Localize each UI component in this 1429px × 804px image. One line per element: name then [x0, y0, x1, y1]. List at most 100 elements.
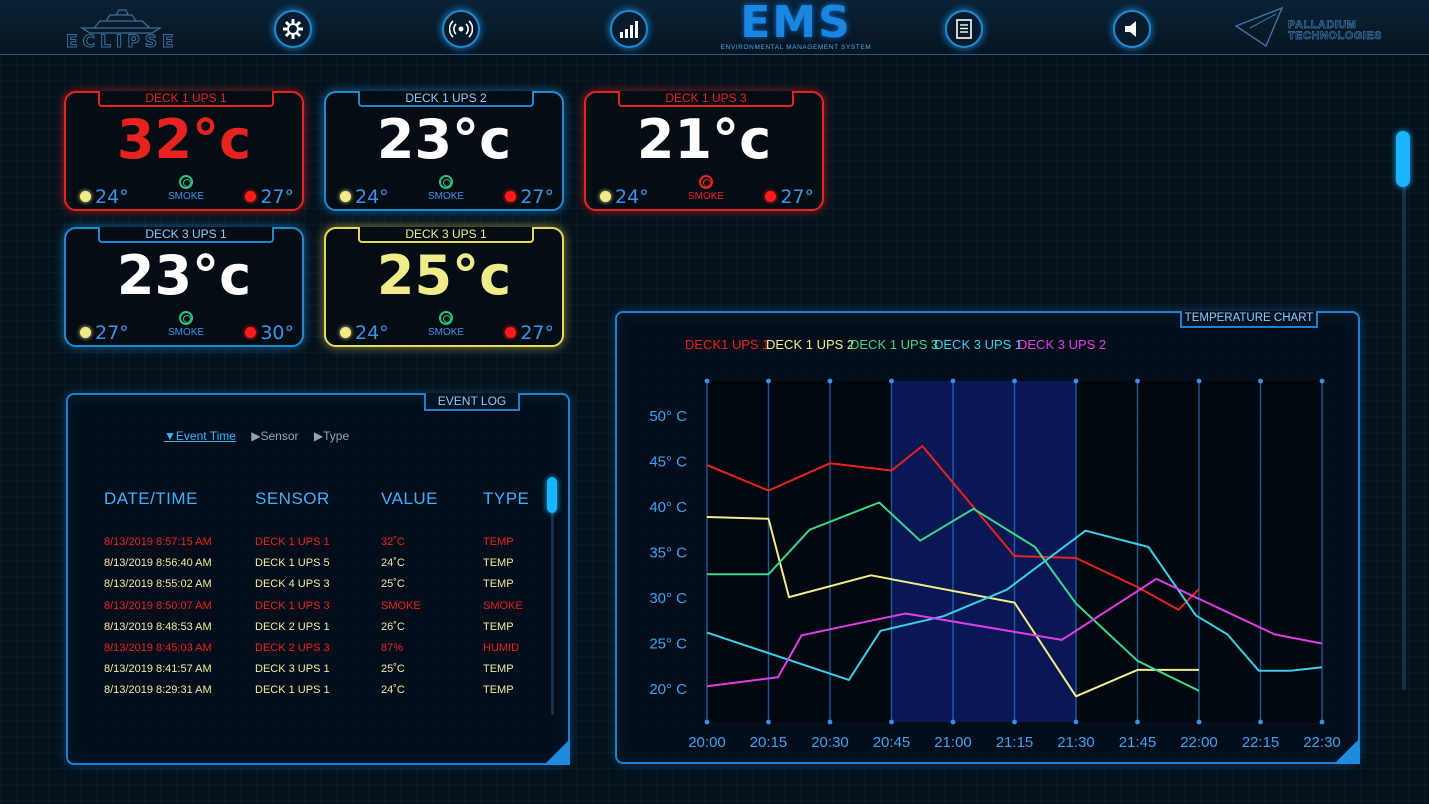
ems-title-block: EMS ENVIRONMENTAL MANAGEMENT SYSTEM — [716, 1, 876, 54]
smoke-detector-icon — [179, 175, 193, 189]
card-low-threshold: 24° — [340, 187, 389, 207]
card-smoke-label: SMOKE — [167, 327, 205, 338]
legend-item[interactable]: DECK1 UPS 1 — [685, 337, 770, 352]
legend-item[interactable]: DECK 1 UPS 2 — [766, 337, 855, 352]
event-log-scroll-thumb[interactable] — [547, 477, 557, 513]
gridline-top-dot — [827, 378, 833, 384]
card-high-value: 27° — [520, 186, 554, 208]
row-datetime: 8/13/2019 8:29:31 AM — [104, 684, 212, 697]
event-log-row[interactable]: 8/13/2019 8:50:07 AM DECK 1 UPS 3 SMOKE SMO… — [68, 599, 538, 620]
card-smoke-indicator: SMOKE — [166, 175, 206, 202]
event-log-row[interactable]: 8/13/2019 8:55:02 AM DECK 4 UPS 3 25˚C TEMP — [68, 577, 538, 598]
row-type: TEMP — [483, 620, 514, 633]
event-log-row[interactable]: 8/13/2019 8:29:31 AM DECK 1 UPS 1 24˚C TEMP — [68, 683, 538, 704]
gridline-bottom-dot — [1319, 719, 1325, 725]
legend-item[interactable]: DECK 1 UPS 3 — [850, 337, 939, 352]
card-high-threshold: 30° — [245, 323, 294, 343]
legend-item[interactable]: DECK 3 UPS 2 — [1018, 337, 1107, 352]
row-sensor: DECK 1 UPS 1 — [255, 684, 330, 697]
y-tick-label: 20° C — [649, 681, 687, 698]
signal-bars-icon[interactable] — [610, 10, 648, 48]
high-threshold-dot — [505, 327, 517, 338]
card-temperature: 32°c — [116, 108, 252, 171]
row-datetime: 8/13/2019 8:50:07 AM — [104, 599, 212, 612]
legend-item[interactable]: DECK 3 UPS 1 — [934, 337, 1023, 352]
row-datetime: 8/13/2019 8:57:15 AM — [104, 536, 212, 548]
x-tick-label: 21:15 — [996, 734, 1034, 751]
card-low-threshold: 27° — [80, 323, 129, 343]
palladium-brand-line1: PALLADIUM — [1288, 19, 1357, 31]
x-tick-label: 20:30 — [811, 734, 849, 751]
event-log-row[interactable]: 8/13/2019 8:56:40 AM DECK 1 UPS 5 24˚C TEMP — [68, 556, 538, 577]
row-sensor: DECK 2 UPS 1 — [255, 620, 330, 633]
x-tick-label: 21:00 — [934, 734, 972, 751]
series-line — [706, 516, 1199, 698]
x-tick-label: 22:00 — [1180, 734, 1218, 751]
y-tick-label: 40° C — [649, 499, 687, 516]
event-log-row[interactable]: 8/13/2019 8:57:15 AM DECK 1 UPS 1 32˚C TEMP — [68, 535, 538, 556]
sort-type[interactable]: ▶Type — [313, 429, 350, 443]
column-header-sensor[interactable]: SENSOR — [255, 489, 330, 508]
row-type: TEMP — [483, 663, 514, 676]
row-type: TEMP — [483, 557, 514, 570]
event-log-row[interactable]: 8/13/2019 8:41:57 AM DECK 3 UPS 1 25˚C TEMP — [68, 662, 538, 683]
event-log-scroll-track[interactable] — [551, 483, 554, 715]
event-log-row[interactable]: 8/13/2019 8:48:53 AM DECK 2 UPS 1 26˚C TEMP — [68, 620, 538, 641]
document-icon[interactable] — [945, 10, 983, 48]
gridline-top-dot — [1319, 378, 1325, 384]
sensor-card[interactable]: DECK 3 UPS 1 23°c 27° SMOKE 30° — [64, 227, 304, 347]
x-tick-label: 20:15 — [750, 734, 788, 751]
series-line — [707, 501, 1200, 692]
sensor-card[interactable]: DECK 1 UPS 3 21°c 24° SMOKE 27° — [584, 91, 824, 211]
x-tick-label: 21:45 — [1119, 734, 1157, 751]
series-line — [706, 445, 1200, 611]
palladium-logo: PALLADIUM TECHNOLOGIES — [1232, 6, 1382, 50]
card-smoke-label: SMOKE — [167, 191, 205, 202]
gridline-top-dot — [1258, 378, 1263, 384]
sensor-card[interactable]: DECK 1 UPS 2 23°c 24° SMOKE 27° — [324, 91, 564, 211]
row-value: 24˚C — [381, 684, 405, 697]
card-low-value: 24° — [355, 322, 389, 344]
sort-sensor[interactable]: ▶Sensor — [251, 429, 299, 443]
card-temperature: 23°c — [116, 244, 252, 307]
card-smoke-indicator: SMOKE — [166, 311, 206, 338]
top-bar: ECLIPSE EMS ENVIRONMENTAL MANAGEMENT SYS… — [0, 0, 1429, 55]
sensor-card[interactable]: DECK 3 UPS 1 25°c 24° SMOKE 27° — [324, 227, 564, 347]
sort-event-time[interactable]: ▼Event Time — [164, 429, 236, 443]
sort-type-label: Type — [323, 429, 350, 443]
gridline-bottom-dot — [1012, 719, 1017, 725]
row-value: 87% — [381, 642, 404, 654]
eclipse-brand-name: ECLIPSE — [66, 32, 179, 53]
column-header-datetime[interactable]: DATE/TIME — [104, 489, 198, 508]
card-high-threshold: 27° — [765, 187, 814, 207]
card-label: DECK 3 UPS 1 — [98, 227, 274, 243]
page-scroll-thumb[interactable] — [1396, 131, 1410, 187]
wireless-icon[interactable] — [442, 10, 480, 48]
event-log-tag: EVENT LOG — [424, 393, 520, 411]
event-log-row[interactable]: 8/13/2019 8:45:03 AM DECK 2 UPS 3 87% HUMID — [68, 641, 538, 662]
eclipse-logo: ECLIPSE — [66, 6, 179, 53]
sort-controls: ▼Event Time ▶Sensor ▶Type — [164, 429, 361, 443]
speaker-icon[interactable] — [1113, 10, 1151, 48]
row-value: SMOKE — [381, 599, 421, 612]
sensor-card[interactable]: DECK 1 UPS 1 32°c 24° SMOKE 27° — [64, 91, 304, 211]
sort-event-time-label: Event Time — [175, 429, 236, 443]
card-label: DECK 1 UPS 3 — [618, 91, 794, 107]
column-header-type[interactable]: TYPE — [483, 489, 530, 508]
card-high-threshold: 27° — [245, 187, 294, 207]
series-line — [706, 529, 1323, 681]
page-scroll-track[interactable] — [1402, 134, 1406, 690]
smoke-detector-icon — [439, 311, 453, 325]
row-datetime: 8/13/2019 8:41:57 AM — [104, 663, 212, 676]
card-low-value: 24° — [615, 186, 649, 208]
x-tick-label: 20:45 — [873, 734, 911, 751]
chart-title: TEMPERATURE CHART — [1180, 311, 1318, 328]
settings-icon[interactable] — [274, 10, 312, 48]
y-tick-label: 50° C — [649, 408, 687, 425]
smoke-detector-icon — [699, 175, 713, 189]
column-header-value[interactable]: VALUE — [381, 489, 438, 508]
row-sensor: DECK 1 UPS 5 — [255, 557, 330, 570]
row-datetime: 8/13/2019 8:48:53 AM — [104, 620, 212, 633]
temperature-chart-panel: TEMPERATURE CHART DECK1 UPS 1 DECK 1 UPS … — [615, 311, 1360, 764]
row-sensor: DECK 1 UPS 3 — [255, 599, 330, 612]
